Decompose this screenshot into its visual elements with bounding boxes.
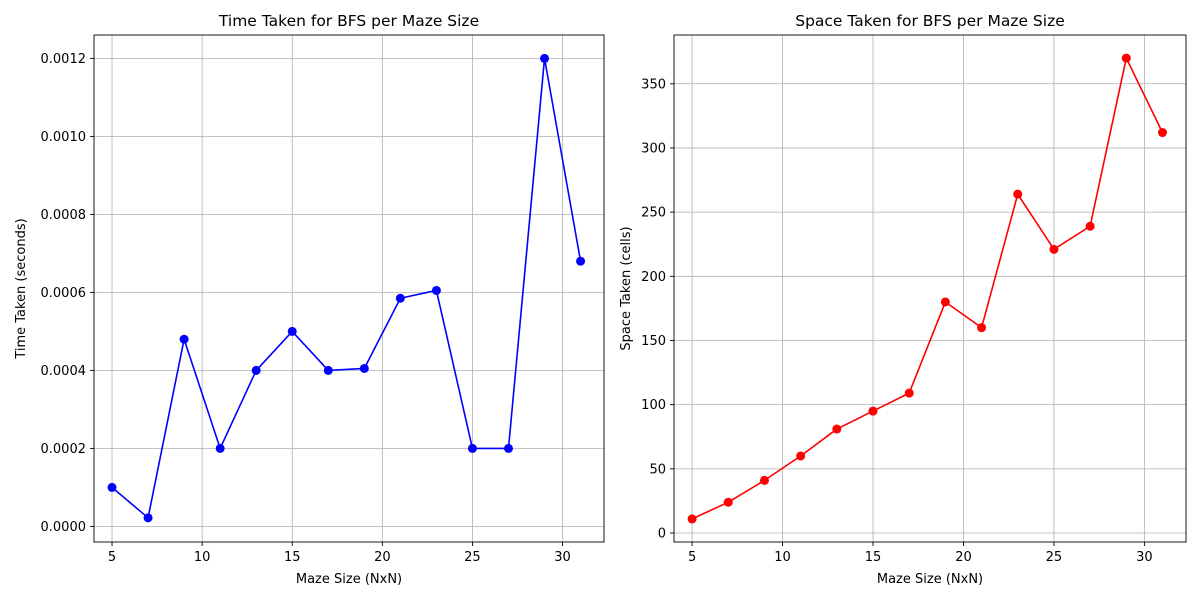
space-data-point bbox=[759, 475, 769, 485]
time-series-line bbox=[111, 57, 582, 519]
space-x-axis-label: Maze Size (NxN) bbox=[877, 572, 983, 587]
space-data-point bbox=[1085, 221, 1095, 231]
time-y-tick-label: 0.0000 bbox=[41, 520, 87, 535]
time-data-point bbox=[359, 363, 369, 373]
time-y-tick-label: 0.0010 bbox=[41, 130, 87, 145]
time-x-tick-label: 5 bbox=[108, 550, 116, 565]
time-y-tick-label: 0.0004 bbox=[41, 364, 87, 379]
space-data-point bbox=[904, 388, 914, 398]
space-y-tick-label: 150 bbox=[641, 334, 666, 349]
space-data-point bbox=[977, 323, 987, 333]
space-y-tick-label: 250 bbox=[641, 206, 666, 221]
time-data-point bbox=[251, 365, 261, 375]
time-x-tick-label: 30 bbox=[554, 550, 571, 565]
space-x-tick-label: 25 bbox=[1046, 550, 1063, 565]
time-data-point bbox=[503, 443, 513, 453]
time-x-tick-label: 20 bbox=[374, 550, 391, 565]
time-y-axis-label: Time Taken (seconds) bbox=[14, 218, 29, 359]
space-data-point bbox=[940, 297, 950, 307]
space-data-point bbox=[1157, 128, 1167, 138]
space-chart-title: Space Taken for BFS per Maze Size bbox=[795, 12, 1065, 30]
time-data-point bbox=[323, 365, 333, 375]
time-data-point bbox=[431, 285, 441, 295]
space-data-point bbox=[796, 451, 806, 461]
space-data-point bbox=[1049, 244, 1059, 254]
time-x-tick-label: 25 bbox=[464, 550, 481, 565]
space-x-tick-label: 30 bbox=[1136, 550, 1153, 565]
time-x-tick-label: 15 bbox=[284, 550, 301, 565]
time-data-point bbox=[179, 334, 189, 344]
time-y-tick-label: 0.0006 bbox=[41, 286, 87, 301]
space-data-point bbox=[723, 497, 733, 507]
space-x-tick-label: 10 bbox=[774, 550, 791, 565]
space-x-tick-label: 5 bbox=[688, 550, 696, 565]
space-x-tick-label: 15 bbox=[865, 550, 882, 565]
time-data-point bbox=[540, 53, 550, 63]
time-y-tick-label: 0.0002 bbox=[41, 442, 87, 457]
space-data-point bbox=[868, 406, 878, 416]
time-y-tick-label: 0.0012 bbox=[41, 52, 87, 67]
space-axes-frame bbox=[673, 34, 1187, 543]
space-x-tick-label: 20 bbox=[955, 550, 972, 565]
time-data-point bbox=[576, 256, 586, 266]
time-data-point bbox=[215, 443, 225, 453]
space-y-tick-label: 50 bbox=[649, 462, 666, 477]
space-data-point bbox=[1121, 53, 1131, 63]
space-y-tick-label: 200 bbox=[641, 270, 666, 285]
space-data-point bbox=[832, 424, 842, 434]
space-y-tick-label: 300 bbox=[641, 141, 666, 156]
space-data-point bbox=[687, 514, 697, 524]
time-chart-panel: 5 10 15 20 25 30 0.0000 0.0002 0.0004 0.0006 0.000… bbox=[14, 12, 605, 587]
space-data-point bbox=[1013, 189, 1023, 199]
space-y-tick-label: 0 bbox=[658, 527, 666, 542]
time-y-tick-label: 0.0008 bbox=[41, 208, 87, 223]
time-chart-title: Time Taken for BFS per Maze Size bbox=[218, 12, 479, 30]
space-y-tick-label: 100 bbox=[641, 398, 666, 413]
time-x-tick-label: 10 bbox=[194, 550, 211, 565]
space-y-tick-label: 350 bbox=[641, 77, 666, 92]
time-x-axis-label: Maze Size (NxN) bbox=[296, 572, 402, 587]
time-data-point bbox=[467, 443, 477, 453]
time-data-point bbox=[107, 482, 117, 492]
space-y-axis-label: Space Taken (cells) bbox=[619, 226, 634, 350]
time-data-point bbox=[143, 513, 153, 523]
time-data-point bbox=[395, 293, 405, 303]
time-data-point bbox=[287, 326, 297, 336]
space-series-line bbox=[691, 57, 1164, 520]
time-axes-frame bbox=[93, 34, 605, 543]
